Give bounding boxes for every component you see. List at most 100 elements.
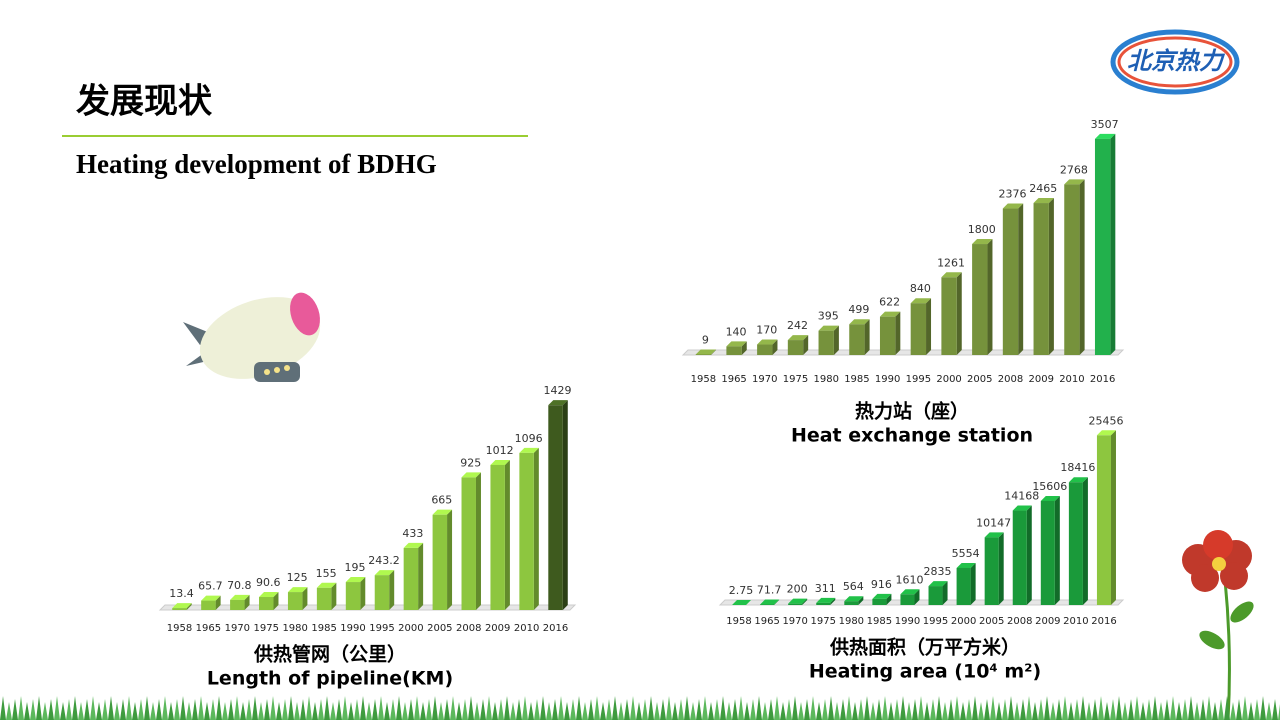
grass-blade (876, 699, 882, 720)
chart-subtitle: Heating area (10⁴ m²) (809, 661, 1041, 683)
bar (879, 316, 896, 355)
grass-blade (120, 699, 126, 720)
bar-top (695, 349, 717, 355)
grass-blade (1182, 699, 1188, 720)
bar-side (215, 595, 221, 610)
bar-side (360, 577, 366, 610)
grass-blade (270, 696, 276, 720)
grass-blade (1206, 696, 1212, 720)
chart-title: 热力站（座） (855, 400, 969, 423)
grass-blade (1236, 699, 1242, 720)
grass-blade (48, 699, 54, 720)
x-tick-label: 2010 (1059, 374, 1084, 385)
grass-blade (288, 696, 294, 720)
bar-side (774, 599, 780, 605)
x-tick-label: 1980 (813, 374, 838, 385)
grass-blade (450, 696, 456, 720)
bar-side (475, 472, 481, 610)
grass-blade (870, 702, 876, 720)
grass-blade (156, 699, 162, 720)
grass-blade (204, 702, 210, 720)
value-label: 90.6 (256, 576, 281, 589)
bar (941, 277, 957, 355)
grass-blade (222, 702, 228, 720)
grass-blade (498, 699, 504, 720)
bar-side (830, 597, 836, 605)
x-tick-label: 1970 (225, 623, 250, 634)
bar-top (757, 339, 778, 345)
bar-side (1054, 495, 1060, 605)
value-label: 200 (787, 583, 808, 596)
bar-side (1110, 133, 1116, 355)
x-tick-label: 1990 (875, 374, 900, 385)
chart-subtitle: Length of pipeline(KM) (207, 668, 453, 690)
bar-top (1096, 430, 1116, 436)
grass-blade (942, 702, 948, 720)
bar (1096, 435, 1111, 605)
x-tick-label: 1990 (895, 616, 920, 627)
grass-blade (216, 696, 222, 720)
grass-blade (198, 696, 204, 720)
x-tick-label: 2000 (936, 374, 961, 385)
bar-side (418, 542, 424, 610)
grass-blade (900, 696, 906, 720)
bar-side (858, 596, 864, 605)
bar (816, 602, 831, 605)
grass-blade (174, 699, 180, 720)
bar (374, 575, 390, 610)
grass-blade (1062, 696, 1068, 720)
bar (403, 547, 419, 610)
grass-blade (42, 702, 48, 720)
value-label: 2465 (1029, 182, 1057, 195)
grass-blade (342, 696, 348, 720)
value-label: 195 (345, 561, 366, 574)
value-label: 170 (756, 324, 777, 337)
grass-blade (1212, 702, 1218, 720)
bar-top (345, 577, 366, 583)
grass-blade (102, 699, 108, 720)
value-label: 499 (848, 303, 869, 316)
bar-top (461, 472, 481, 478)
bar-side (914, 589, 920, 605)
bar-side (802, 598, 808, 605)
bar-side (273, 592, 279, 610)
grass-blade (846, 696, 852, 720)
value-label: 925 (460, 456, 481, 469)
x-tick-label: 2000 (398, 623, 423, 634)
bar (872, 598, 887, 605)
grass-blade (540, 696, 546, 720)
grass-blade (630, 696, 636, 720)
grass-blade (348, 702, 354, 720)
grass-blade (804, 699, 810, 720)
grass-blade (996, 702, 1002, 720)
grass-blade (1110, 699, 1116, 720)
value-label: 2376 (999, 188, 1027, 201)
grass-blade (1254, 699, 1260, 720)
grass-blade (408, 699, 414, 720)
bar-side (389, 570, 395, 610)
bar (787, 340, 804, 355)
value-label: 564 (843, 580, 864, 593)
bar (490, 464, 505, 610)
grass-blade (1224, 696, 1230, 720)
bar (345, 582, 361, 610)
grass-blade (36, 696, 42, 720)
bar (849, 324, 865, 355)
bar-side (886, 593, 892, 605)
grass-blade (1104, 702, 1110, 720)
grass-blade (414, 696, 420, 720)
bar-top (879, 311, 901, 317)
x-tick-label: 2016 (1091, 616, 1116, 627)
bar-top (230, 594, 250, 600)
x-tick-label: 1995 (369, 623, 394, 634)
grass-blade (492, 702, 498, 720)
x-tick-label: 1965 (196, 623, 221, 634)
bar-side (746, 599, 752, 605)
grass-blade (384, 702, 390, 720)
value-label: 10147 (976, 516, 1011, 529)
grass-blade (438, 702, 444, 720)
grass-blade (402, 702, 408, 720)
flower (1182, 530, 1254, 720)
grass-blade (666, 696, 672, 720)
grass-blade (84, 699, 90, 720)
